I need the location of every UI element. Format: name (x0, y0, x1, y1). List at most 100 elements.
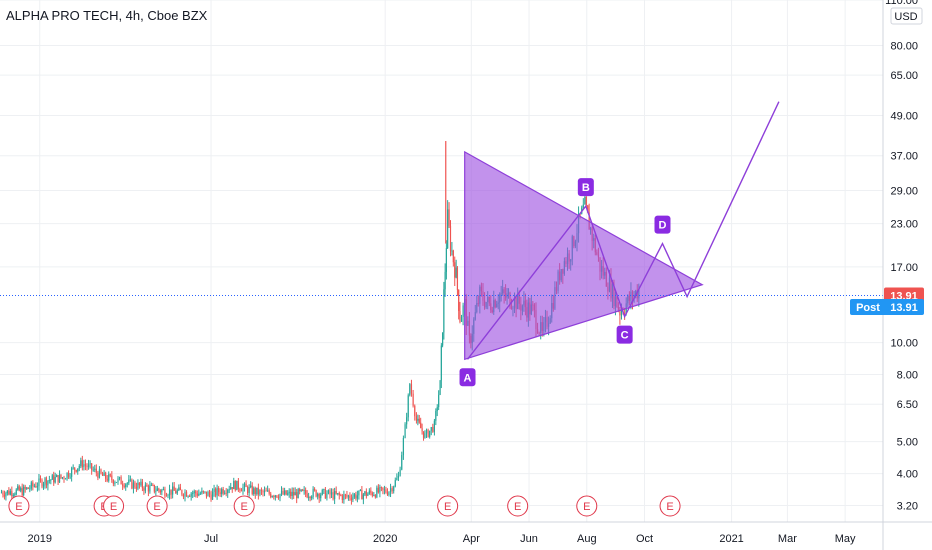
candle-body (176, 490, 178, 494)
candle-body (452, 250, 454, 263)
candle-body (254, 488, 256, 495)
candle-body (315, 490, 317, 497)
candle-body (225, 492, 227, 494)
candle-body (67, 472, 70, 477)
candle-body (438, 394, 440, 408)
earnings-marker (146, 495, 168, 517)
candle-body (349, 495, 351, 499)
candle-body (239, 488, 241, 491)
candle-body (404, 424, 406, 438)
candle-body (418, 418, 420, 423)
candle-body (248, 487, 250, 493)
candle-body (26, 487, 28, 489)
candle-body (274, 495, 276, 498)
candle-body (72, 467, 74, 469)
candle-body (54, 477, 56, 483)
time-tick-label: May (835, 533, 856, 545)
candle-body (32, 482, 34, 487)
candle-body (20, 488, 22, 491)
candle-body (346, 494, 348, 497)
time-tick-label: Jun (520, 533, 538, 545)
candle-body (3, 494, 6, 497)
candle-body (101, 473, 104, 476)
candle-body (211, 492, 214, 500)
candle-body (449, 225, 452, 251)
candle-body (207, 492, 209, 497)
candle-body (231, 487, 233, 490)
price-scale[interactable]: 110.00 80.00 65.00 49.00 37.00 29.00 23.00 17.0… (885, 0, 918, 512)
candle-body (198, 493, 200, 496)
point-label: A (464, 372, 472, 384)
candle-body (181, 490, 183, 495)
candle-body (122, 484, 124, 486)
earnings-marker (103, 495, 125, 517)
candle-body (415, 416, 418, 421)
earnings-marker-label: E (110, 501, 117, 513)
candle-body (182, 494, 185, 497)
candle-body (192, 493, 194, 495)
candle-body (175, 490, 177, 494)
price-tick-label: 17.00 (890, 262, 918, 274)
candle-body (362, 494, 364, 500)
candle-body (260, 490, 263, 491)
earnings-marker (437, 495, 459, 517)
candle-body (442, 332, 444, 346)
candle-body (236, 480, 238, 491)
candle-body (15, 489, 17, 495)
candle-body (24, 486, 26, 489)
candle-body (399, 469, 401, 476)
candle-body (125, 484, 127, 488)
candle-body (585, 197, 587, 206)
candle-body (126, 483, 128, 485)
candle-body (138, 482, 141, 486)
earnings-marker (659, 495, 681, 517)
candle-body (155, 490, 157, 492)
earnings-markers[interactable]: EEEEEEEEE (8, 495, 681, 517)
candle-body (454, 262, 456, 278)
candle-body (45, 478, 48, 486)
candle-body (455, 267, 457, 278)
candle-body (95, 468, 97, 473)
candle-body (234, 481, 236, 491)
candle-body (35, 485, 37, 488)
time-scale[interactable]: 2019 Jul 2020 Apr Jun Aug Oct 2021 Mar May (28, 533, 857, 545)
candle-body (462, 305, 464, 317)
candle-body (402, 437, 405, 456)
candle-body (383, 489, 386, 491)
candle-body (365, 491, 367, 496)
candle-body (433, 420, 436, 432)
candle-body (161, 489, 163, 493)
triangle-pattern[interactable]: A B C D (459, 101, 780, 387)
candle-body (12, 495, 14, 497)
candle-body (436, 407, 438, 412)
candle-body (39, 478, 42, 480)
candle-body (459, 310, 461, 322)
candle-body (355, 494, 357, 499)
price-tick-label: 80.00 (890, 41, 918, 53)
candle-body (205, 491, 208, 497)
candle-body (294, 492, 296, 496)
candle-body (210, 494, 212, 500)
candle-body (185, 491, 188, 497)
candle-body (271, 496, 273, 498)
post-label: Post (856, 302, 880, 314)
time-tick-label: Mar (778, 533, 797, 545)
candle-body (81, 460, 83, 468)
candle-body (146, 484, 148, 487)
candle-body (247, 487, 249, 493)
candle-body (128, 479, 130, 484)
candle-body (208, 492, 211, 495)
candle-body (374, 495, 376, 498)
candle-body (282, 490, 284, 495)
point-label: C (621, 330, 629, 342)
time-tick-label: 2020 (373, 533, 397, 545)
price-tick-label: 65.00 (890, 70, 918, 82)
earnings-marker-label: E (241, 501, 248, 513)
candle-body (444, 271, 446, 290)
candle-body (108, 474, 110, 481)
candle-body (620, 310, 623, 316)
price-tick-label: 23.00 (890, 219, 918, 231)
currency-badge[interactable] (890, 7, 923, 25)
candle-body (58, 474, 61, 483)
